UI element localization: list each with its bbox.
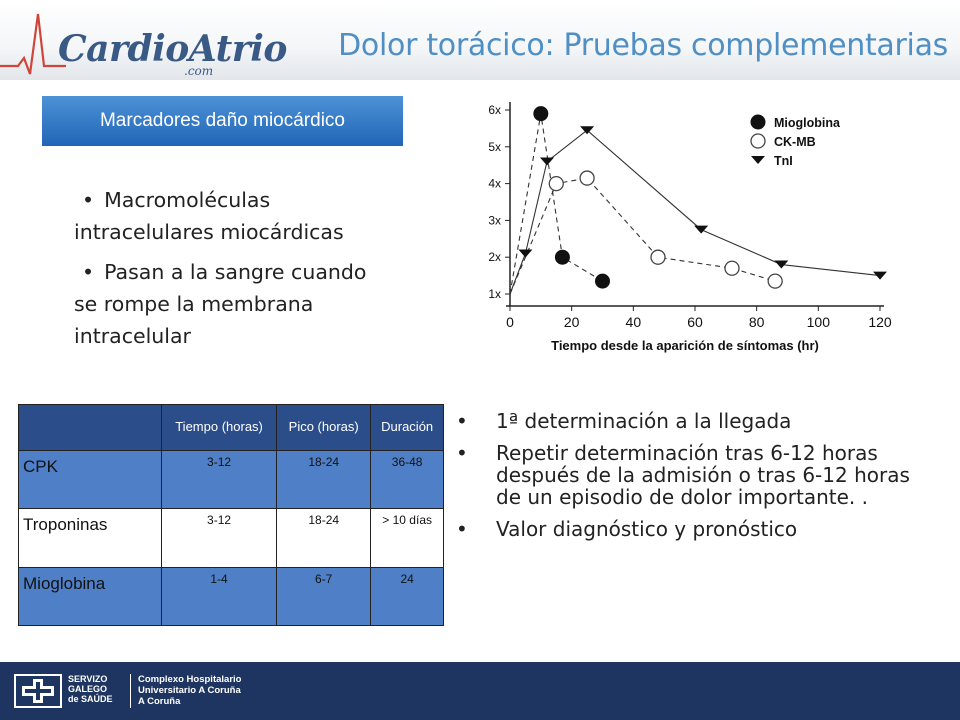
table-cell-tiempo: 3-12 [160,449,278,509]
chart-point-ck-mb [650,249,666,265]
footer-bar: SERVIZO GALEGO de SAÚDE Complexo Hospita… [0,662,960,720]
chart-point-tni [580,126,595,135]
chart-x-tick-label: 60 [687,314,703,330]
chart-x-tick-label: 0 [506,314,514,330]
chart-x-tick-label: 20 [564,314,580,330]
chart-point-ck-mb [767,273,783,289]
chart-y-tick-label: 6x [488,103,501,117]
bullet-dot-icon: • [456,409,468,433]
table-cell-duracion: 24 [370,566,444,626]
chart-point-tni [540,157,554,166]
biomarker-chart-svg: 1x 2x 3x 4x 5x 6x 0 20 40 60 80 100 120 Tiempo desde … [488,102,892,353]
table-row: Troponinas 3-12 18-24 > 10 días [18,508,444,568]
ecg-heart-logo-icon [0,13,66,75]
biomarker-table: Tiempo (horas) Pico (horas) Duración CPK… [18,404,444,626]
chart-point-tni [873,271,887,280]
right-bullet-list: • 1ª determinación a la llegada • Repetir … [456,410,916,550]
bullet-dot-icon: • [456,441,468,465]
table-cell-pico: 18-24 [276,508,372,568]
left-bullet-item: • Pasan a la sangre cuando se rompe la me… [74,260,367,348]
footer-org1: SERVIZO GALEGO de SAÚDE [68,674,113,704]
table-cell-tiempo: 1-4 [160,566,278,626]
chart-point-mioglobina [554,249,570,265]
chart-point-mioglobina [533,106,549,122]
chart-y-tick-label: 2x [488,250,501,264]
chart-point-tni [518,249,533,258]
table-corner-cell [18,404,162,451]
section-label-box: Marcadores daño miocárdico [42,96,403,146]
table-header-duracion: Duración [370,404,444,451]
table-cell-duracion: > 10 días [370,508,444,568]
chart-legend-marker [751,156,765,164]
table-row: Mioglobina 1-4 6-7 24 [18,566,444,626]
chart-series-line-mioglobina [509,113,603,295]
table-header-row: Tiempo (horas) Pico (horas) Duración [18,404,444,451]
chart-y-tick-label: 3x [488,213,501,227]
section-label: Marcadores daño miocárdico [99,110,345,131]
right-bullet-item: • Repetir determinación tras 6-12 horas d… [456,441,910,509]
chart-legend-label: TnI [774,154,793,168]
chart-y-tick-label: 1x [488,287,501,301]
biomarker-chart: 1x 2x 3x 4x 5x 6x 0 20 40 60 80 100 120 Tiempo desde … [440,96,910,366]
chart-y-tick-label: 4x [488,177,501,191]
chart-x-tick-label: 100 [807,314,831,330]
table-row-name: Mioglobina [18,566,162,626]
chart-legend-marker [750,114,766,130]
sergas-cross-logo-icon [14,674,62,708]
table-header-pico: Pico (horas) [276,404,372,451]
table-row-name: CPK [18,449,162,509]
chart-legend-label: CK-MB [774,135,816,149]
logo-wordmark: CardioAtrio [58,28,287,70]
left-bullet-item: • Macromoléculas intracelulares miocárdic… [74,188,344,244]
right-bullet-item: • 1ª determinación a la llegada [456,409,792,433]
chart-x-tick-label: 40 [626,314,642,330]
logo-domain: .com [184,64,214,78]
chart-legend-marker [750,133,766,149]
table-row: CPK 3-12 18-24 36-48 [18,449,444,509]
table-header-tiempo: Tiempo (horas) [160,404,278,451]
bullet-dot-icon: • [82,188,95,212]
table-cell-pico: 18-24 [276,449,372,509]
chart-x-tick-label: 120 [868,314,892,330]
chart-series-line-ck-mb [509,177,776,295]
chart-y-tick-label: 5x [488,140,501,154]
chart-legend-label: Mioglobina [774,116,841,130]
left-bullet-list: • Macromoléculas intracelulares miocárdic… [74,184,384,360]
chart-point-ck-mb [724,260,740,276]
slide-header: CardioAtrio .com Dolor torácico: Pruebas… [0,0,960,80]
slide-title: Dolor torácico: Pruebas complementarias [338,28,948,63]
chart-x-tick-label: 80 [749,314,765,330]
footer-separator [130,674,131,708]
chart-point-ck-mb [579,170,595,186]
chart-point-tni [694,225,709,234]
bullet-dot-icon: • [82,260,95,284]
table-cell-tiempo: 3-12 [160,508,278,568]
right-bullet-item: • Valor diagnóstico y pronóstico [456,517,798,541]
footer-org2: Complexo Hospitalario Universitario A Co… [138,674,242,707]
chart-point-tni [774,260,789,269]
chart-point-ck-mb [548,175,564,192]
table-row-name: Troponinas [18,508,162,568]
table-cell-pico: 6-7 [276,566,372,626]
chart-series-line-tni [509,129,881,295]
chart-point-mioglobina [595,273,610,289]
bullet-dot-icon: • [456,517,468,541]
chart-x-axis-label: Tiempo desde la aparición de síntomas (h… [551,338,819,353]
table-cell-duracion: 36-48 [370,449,444,509]
